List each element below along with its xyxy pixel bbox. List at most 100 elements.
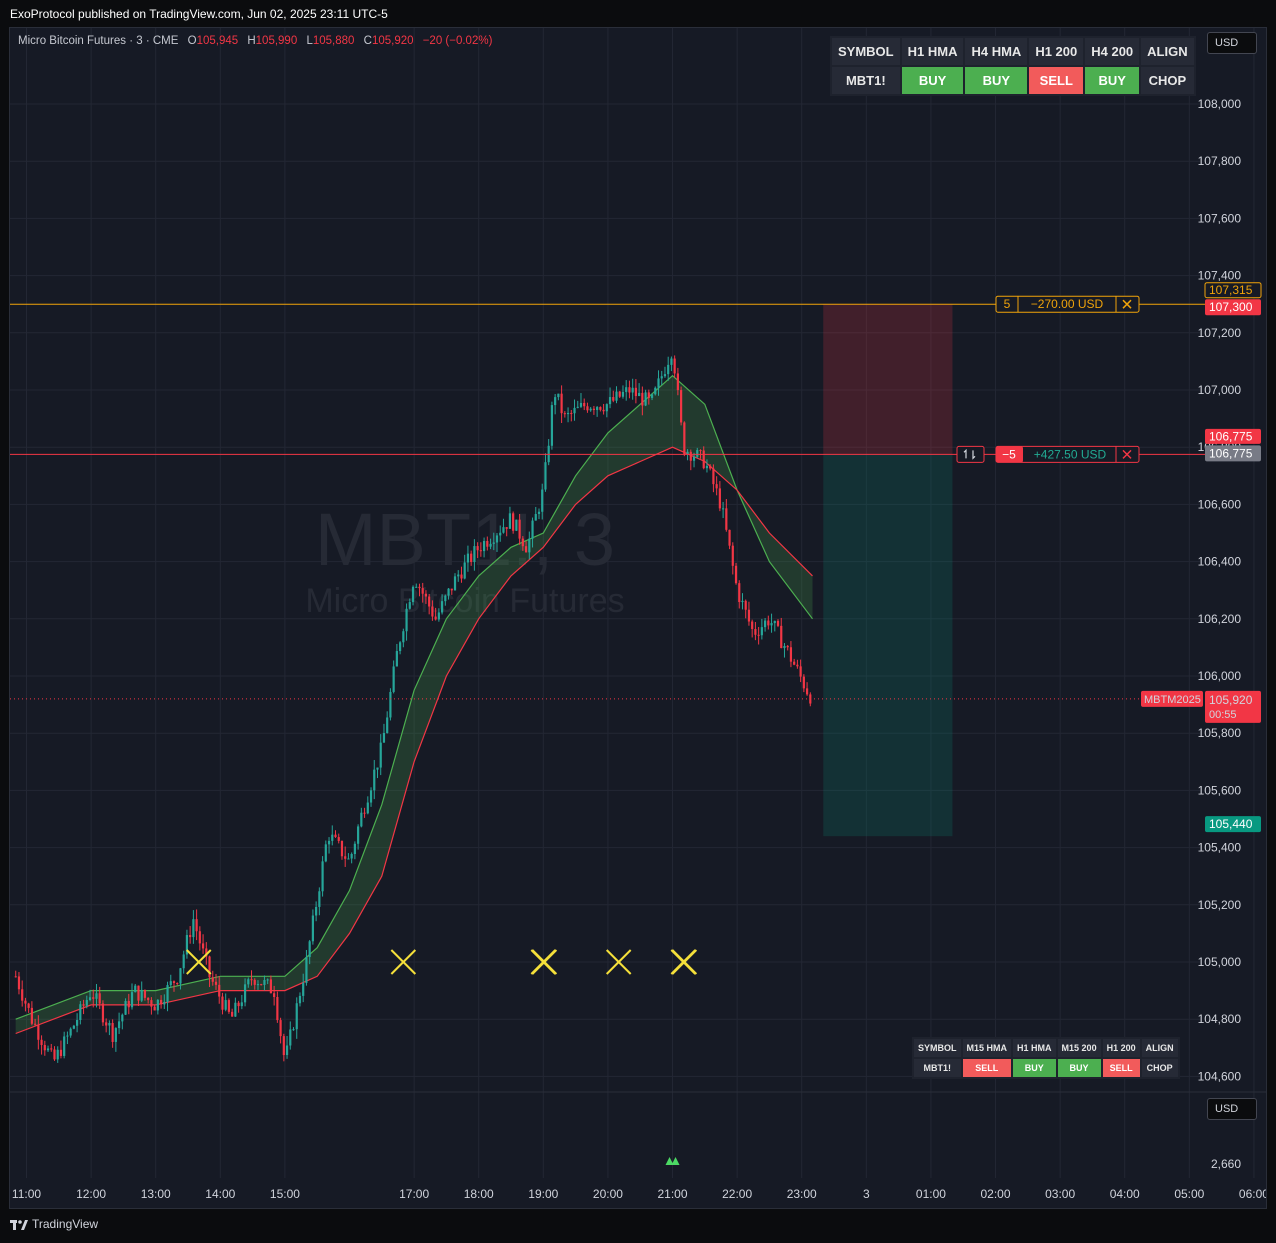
candle <box>50 1043 53 1052</box>
signal-cross-marker <box>605 949 632 975</box>
candle-body <box>373 769 376 791</box>
candle-body <box>644 392 647 406</box>
candle-body <box>130 992 134 1008</box>
candle <box>269 975 273 994</box>
candle <box>802 674 805 693</box>
candle-body <box>621 391 625 397</box>
candle-body <box>260 984 263 986</box>
candle-body <box>269 979 273 994</box>
candle <box>214 973 218 990</box>
candle-body <box>17 976 21 990</box>
candle-body <box>292 1029 295 1031</box>
candle <box>389 688 392 721</box>
mtf-top-value-row: MBT1! BUY BUY SELL BUY CHOP <box>832 67 1194 94</box>
mtf-bottom-align: CHOP <box>1141 1059 1178 1077</box>
candle <box>250 970 253 986</box>
symbol-price-tag-text: MBTM2025 <box>1144 694 1201 706</box>
candle-body <box>689 451 692 461</box>
close-icon[interactable] <box>1122 299 1132 309</box>
candle <box>799 659 802 683</box>
candle <box>43 1040 46 1056</box>
candle <box>654 386 657 396</box>
candle <box>528 531 531 560</box>
candle <box>198 926 201 951</box>
time-axis-label: 20:00 <box>593 1187 623 1201</box>
candle-body <box>289 1029 292 1046</box>
candle <box>689 449 692 471</box>
open-label: O <box>187 35 197 47</box>
time-axis-label: 14:00 <box>205 1187 235 1201</box>
candle-body <box>411 586 415 603</box>
candle <box>570 410 573 422</box>
candle-body <box>508 513 512 529</box>
candle <box>502 518 505 534</box>
signal-cross-stroke <box>531 949 558 975</box>
candle-body <box>544 462 547 490</box>
close-icon[interactable] <box>1122 449 1132 459</box>
chart-area[interactable]: MBT1!, 3 Micro Bitcoin Futures 104,600 104,… <box>9 27 1267 1209</box>
candle <box>266 978 269 985</box>
candle <box>544 453 547 492</box>
candle <box>305 949 308 986</box>
candle <box>405 603 408 641</box>
candle-body <box>247 979 250 985</box>
candle <box>218 976 221 1004</box>
candle <box>605 403 608 418</box>
candle-body <box>786 645 789 648</box>
candle-body <box>124 1000 127 1015</box>
candle <box>770 613 773 633</box>
candle <box>56 1046 59 1063</box>
candle <box>201 934 205 954</box>
candle <box>124 998 127 1015</box>
candle-body <box>240 1002 243 1007</box>
candle-body <box>612 397 615 401</box>
candle-body <box>518 519 521 539</box>
footer-brand: TradingView <box>10 1217 98 1231</box>
candle-body <box>72 1025 75 1029</box>
candle-body <box>234 1002 237 1017</box>
candle-body <box>24 1000 27 1004</box>
candle-body <box>712 468 715 485</box>
lower-currency-button[interactable]: USD <box>1207 1098 1257 1120</box>
candle-body <box>573 407 576 414</box>
candle <box>537 508 541 520</box>
candle <box>573 399 576 421</box>
candle <box>596 405 599 417</box>
candle <box>473 539 476 571</box>
candle-body <box>108 1022 111 1026</box>
candle-body <box>560 393 563 414</box>
candle-body <box>105 1022 108 1026</box>
candle <box>615 386 618 404</box>
candle-body <box>298 995 302 1004</box>
candle-body <box>709 465 712 469</box>
reverse-icon[interactable] <box>956 445 985 463</box>
candle-body <box>50 1048 53 1050</box>
candle-body <box>195 919 198 932</box>
candle <box>489 538 492 550</box>
currency-button[interactable]: USD <box>1207 32 1257 54</box>
mtf-bottom-header: M15 200 <box>1057 1039 1101 1057</box>
candle <box>550 401 554 450</box>
bar-countdown-text: 00:55 <box>1209 709 1237 721</box>
candle-body <box>521 538 524 547</box>
mtf-bottom-value-row: MBT1! SELL BUY BUY SELL CHOP <box>914 1059 1178 1077</box>
candle-body <box>198 931 201 944</box>
candle <box>460 566 463 583</box>
candle-body <box>731 545 734 566</box>
candle <box>747 601 751 626</box>
candle-body <box>718 488 721 509</box>
candle-body <box>418 586 421 589</box>
candle-body <box>715 484 718 489</box>
candle <box>634 379 637 404</box>
position-price-tag: 106,775 <box>1205 428 1261 444</box>
candle-body <box>85 1000 88 1006</box>
candle-body <box>46 1048 50 1051</box>
candle-body <box>172 981 176 984</box>
last-price-text: 105,920 <box>1209 693 1253 707</box>
time-axis-label: 17:00 <box>399 1187 429 1201</box>
position-pnl: +427.50 USD <box>1034 447 1107 461</box>
candle <box>21 980 24 1007</box>
candle-body <box>14 976 17 978</box>
signal-cross-stroke <box>671 949 698 975</box>
